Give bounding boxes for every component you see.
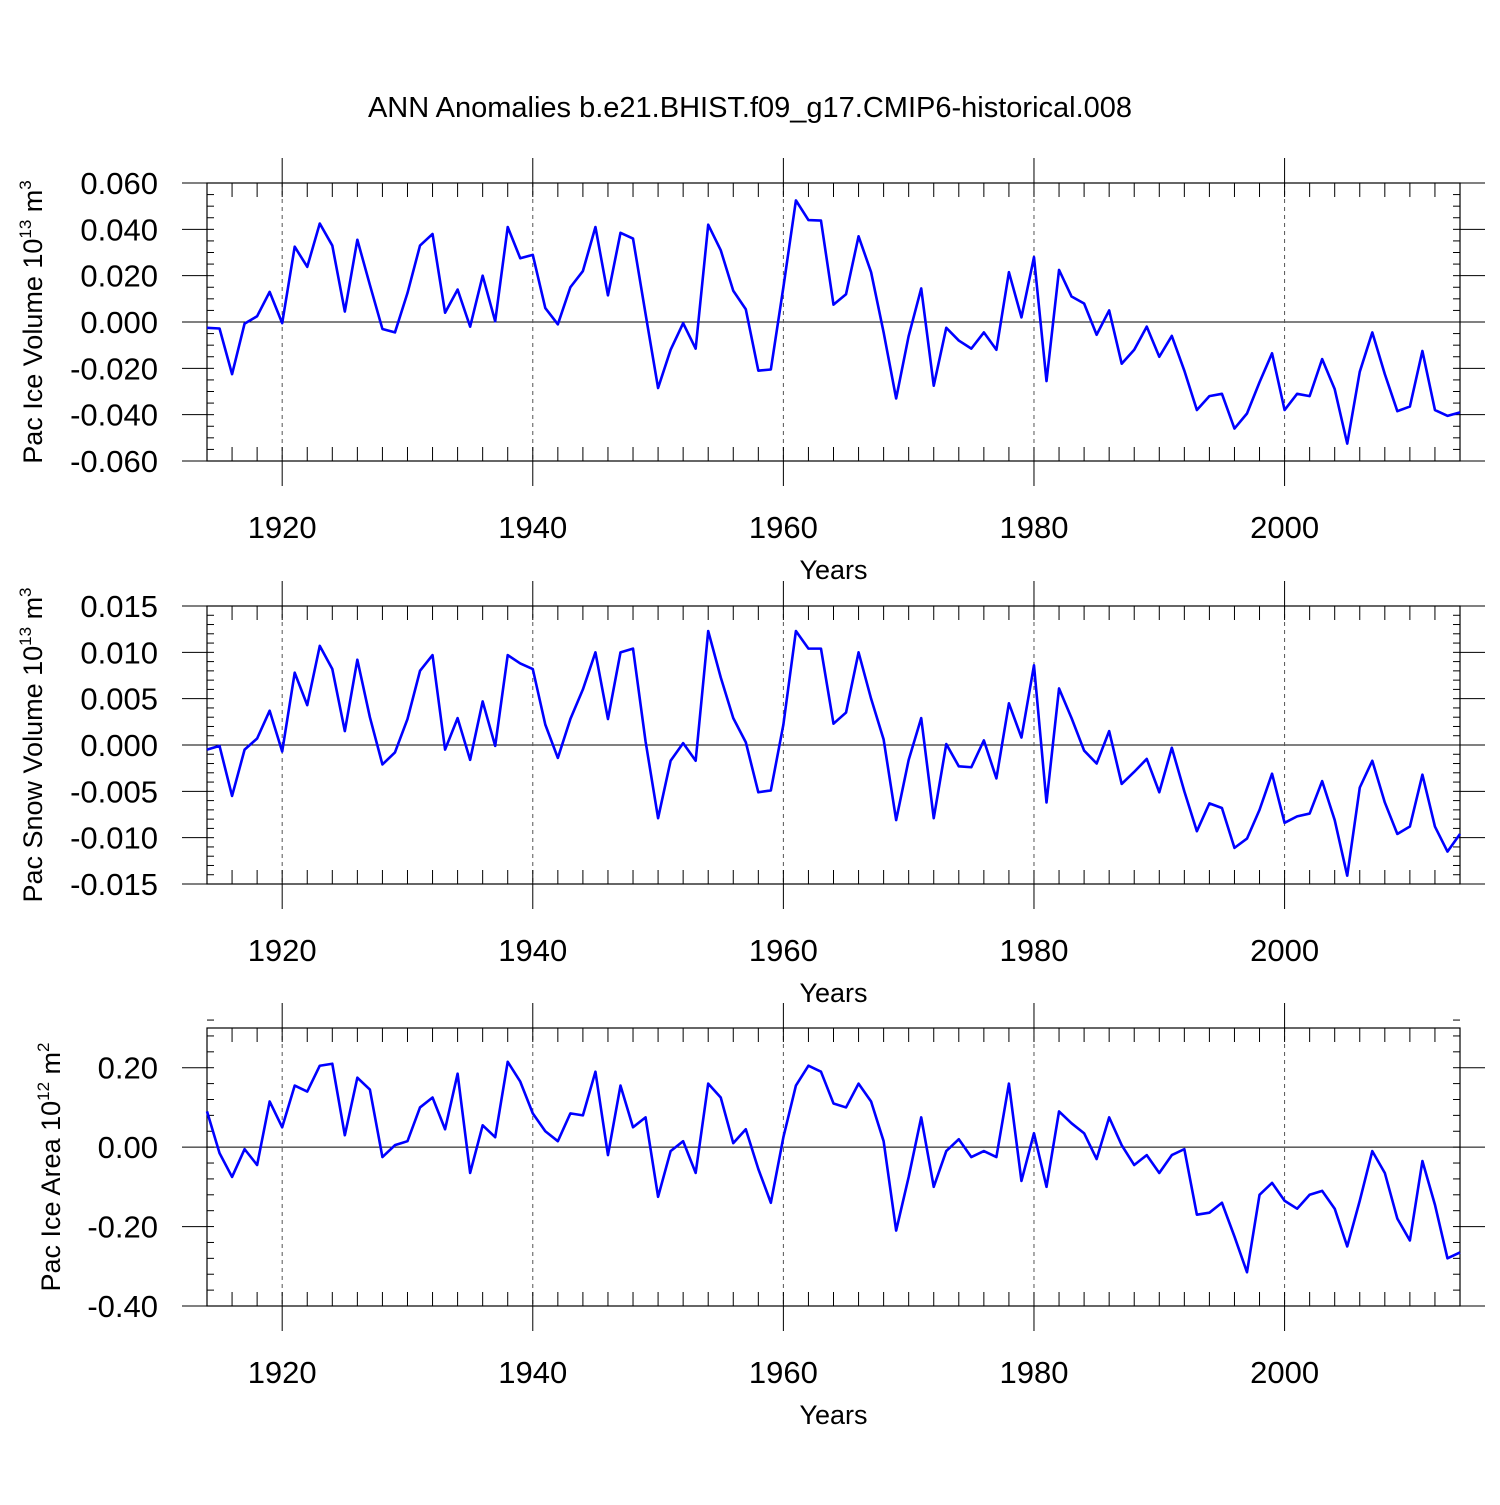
x-tick-label: 1960 [749, 1355, 818, 1390]
y-tick-label: -0.005 [70, 774, 158, 809]
y-tick-label: -0.020 [70, 351, 158, 386]
x-tick-label: 2000 [1250, 510, 1319, 545]
x-tick-label: 2000 [1250, 933, 1319, 968]
y-tick-label: -0.060 [70, 444, 158, 479]
y-axis-label: Pac Ice Volume 1013 m3 [16, 180, 48, 464]
x-axis-label: Years [799, 1400, 867, 1430]
x-tick-label: 1960 [749, 510, 818, 545]
y-tick-label: 0.015 [80, 589, 158, 624]
x-tick-label: 1940 [498, 1355, 567, 1390]
x-tick-label: 2000 [1250, 1355, 1319, 1390]
x-tick-label: 1940 [498, 933, 567, 968]
y-tick-label: 0.060 [80, 166, 158, 201]
y-tick-label: -0.015 [70, 867, 158, 902]
series-line [206, 629, 1462, 877]
series-line [205, 1060, 1461, 1274]
y-tick-label: -0.010 [70, 821, 158, 856]
x-tick-label: 1980 [999, 933, 1068, 968]
y-axis-label: Pac Ice Area 1012 m2 [34, 1042, 66, 1291]
x-axis-label: Years [799, 555, 867, 585]
x-tick-label: 1940 [498, 510, 567, 545]
plot-frame [206, 605, 1461, 885]
x-tick-label: 1920 [248, 510, 317, 545]
chart-panel-3: -0.40 -0.20 0.00 0.20 1920 1940 1960 1980 2000 Ye… [34, 1003, 1485, 1430]
figure-title: ANN Anomalies b.e21.BHIST.f09_g17.CMIP6-… [367, 92, 1133, 124]
x-tick-label: 1980 [999, 1355, 1068, 1390]
y-tick-label: 0.040 [80, 212, 158, 247]
y-tick-label: 0.020 [80, 259, 158, 294]
y-tick-label: 0.005 [80, 682, 158, 717]
y-tick-label: 0.000 [80, 728, 158, 763]
y-tick-label: -0.20 [87, 1210, 158, 1245]
chart-panel-2: -0.015 -0.010 -0.005 0.000 0.005 0.010 0.015 19… [16, 581, 1485, 1008]
series-line [206, 199, 1461, 445]
y-axis-label: Pac Snow Volume 1013 m3 [16, 587, 48, 902]
y-tick-label: 0.010 [80, 635, 158, 670]
y-tick-label: 0.000 [80, 305, 158, 340]
x-tick-label: 1920 [248, 933, 317, 968]
x-tick-label: 1980 [999, 510, 1068, 545]
chart-panel-1: -0.060 -0.040 -0.020 0.000 0.020 0.040 0.060 19… [16, 158, 1485, 585]
x-tick-label: 1920 [248, 1355, 317, 1390]
x-tick-label: 1960 [749, 933, 818, 968]
y-tick-label: -0.040 [70, 398, 158, 433]
x-axis-label: Years [799, 978, 867, 1008]
plot-frame [206, 182, 1461, 462]
y-tick-label: 0.00 [98, 1130, 158, 1165]
plot-frame [206, 1027, 1461, 1307]
y-tick-label: 0.20 [98, 1051, 158, 1086]
y-tick-label: -0.40 [87, 1289, 158, 1324]
